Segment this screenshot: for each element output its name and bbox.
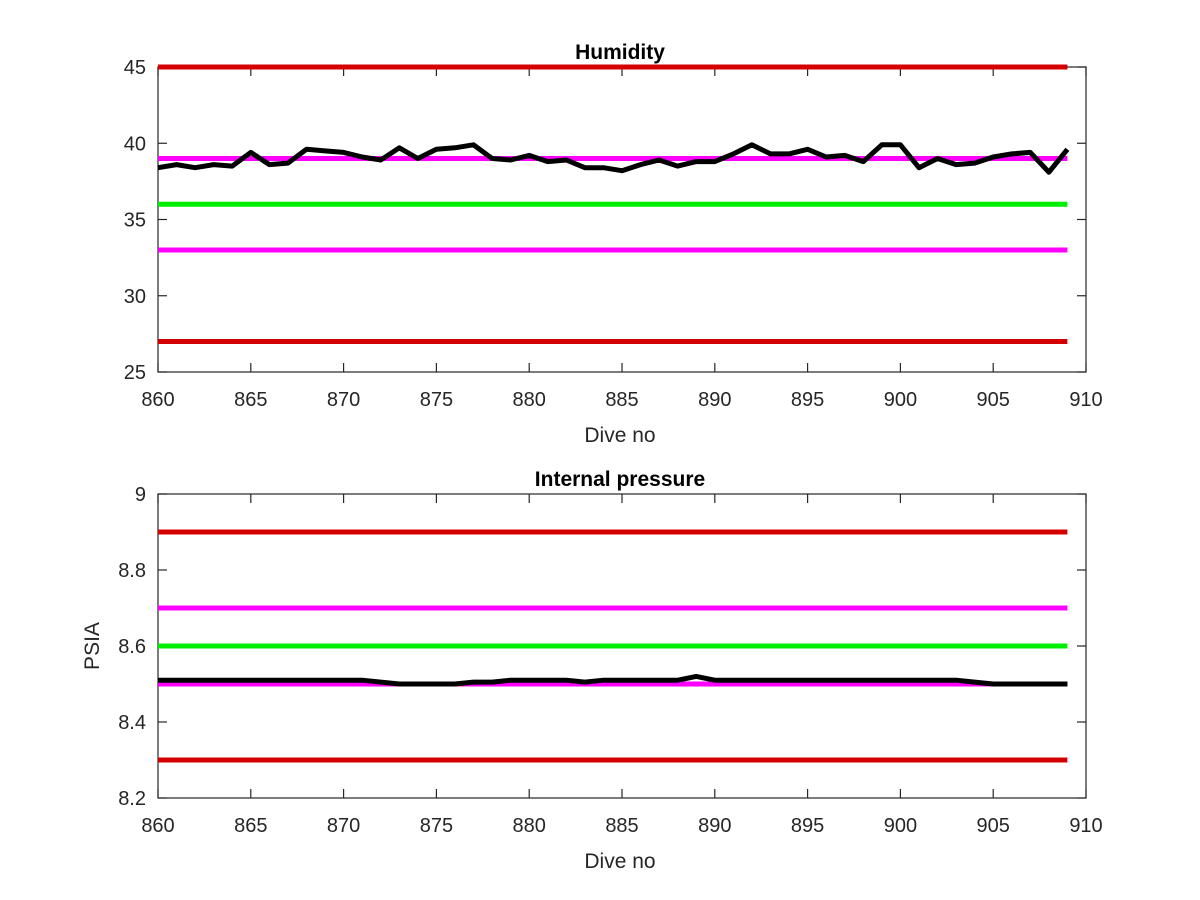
internal-pressure-chart: 860 865 870 875 880 885 890 895 900 905 910 8.2 8.4 8… [81,468,1103,873]
x-tick-label: 890 [698,389,731,411]
x-tick-label: 875 [420,815,453,837]
y-axis-label: PSIA [81,622,104,670]
y-tick-label: 9 [135,484,146,506]
x-tick-label: 865 [234,815,267,837]
x-tick-label: 900 [884,815,917,837]
y-tick-label: 40 [124,133,146,155]
plot-area [157,66,1087,373]
x-tick-label: 895 [791,389,824,411]
x-tick-label: 905 [977,389,1010,411]
y-tick-label: 30 [124,286,146,308]
x-tick-label: 885 [605,389,638,411]
y-tick-label: 45 [124,57,146,79]
chart-title: Internal pressure [535,468,705,491]
y-tick-label: 8.8 [118,560,146,582]
x-tick-label: 870 [327,815,360,837]
y-tick-label: 8.6 [118,636,146,658]
y-tick-label: 25 [124,362,146,384]
x-tick-label: 865 [234,389,267,411]
x-tick-label: 900 [884,389,917,411]
x-tick-label: 910 [1069,815,1102,837]
x-tick-label: 880 [513,815,546,837]
x-tick-label: 875 [420,389,453,411]
chart-title: Humidity [575,41,665,64]
x-tick-label: 890 [698,815,731,837]
series-line-measured [158,673,1068,687]
x-tick-label: 860 [141,389,174,411]
x-tick-label: 860 [141,815,174,837]
x-tick-label: 885 [605,815,638,837]
series-line-measured [157,142,1070,175]
y-tick-label: 8.2 [118,788,146,810]
humidity-chart: 860 865 870 875 880 885 890 895 900 905 910 25 30 35 4… [124,41,1103,447]
x-tick-label: 880 [513,389,546,411]
x-tick-label: 905 [977,815,1010,837]
x-axis-label: Dive no [584,424,655,447]
x-tick-label: 870 [327,389,360,411]
x-axis-label: Dive no [584,850,655,873]
y-tick-label: 8.4 [118,712,146,734]
x-tick-label: 895 [791,815,824,837]
x-tick-label: 910 [1069,389,1102,411]
y-tick-label: 35 [124,210,146,232]
